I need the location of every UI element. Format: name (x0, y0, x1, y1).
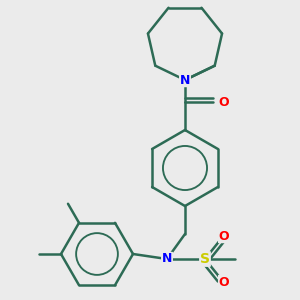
Text: N: N (162, 253, 172, 266)
Text: O: O (219, 230, 229, 242)
Text: S: S (200, 252, 210, 266)
Text: N: N (180, 74, 190, 86)
Text: O: O (218, 95, 229, 109)
Text: O: O (219, 275, 229, 289)
Text: O: O (219, 230, 229, 242)
Text: N: N (180, 74, 190, 86)
Text: N: N (162, 253, 172, 266)
Text: S: S (200, 252, 210, 266)
Text: O: O (219, 275, 229, 289)
